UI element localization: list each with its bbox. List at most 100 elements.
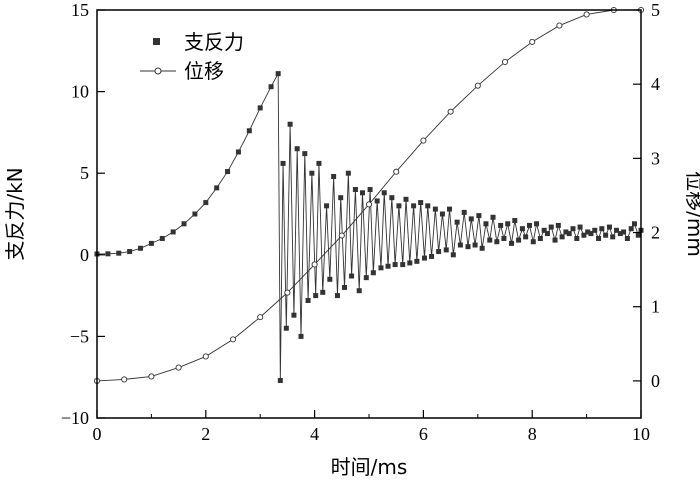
y-right-tick-label: 2 <box>651 223 660 243</box>
data-point-force <box>548 224 554 230</box>
data-point-displacement <box>257 314 264 321</box>
y-left-tick-label: 15 <box>71 0 89 20</box>
data-point-displacement <box>148 373 155 380</box>
x-axis-title: 时间/ms <box>331 455 408 479</box>
data-point-force <box>291 312 297 318</box>
data-point-force <box>342 284 348 290</box>
data-point-force <box>432 206 438 212</box>
data-point-force <box>414 258 420 264</box>
data-point-force <box>316 160 322 166</box>
data-point-force <box>617 231 623 237</box>
y-right-tick-label: 5 <box>651 0 660 20</box>
y-left-tick-label: −10 <box>61 408 89 428</box>
data-point-force <box>127 249 133 255</box>
data-point-force <box>472 242 478 248</box>
data-point-force <box>450 252 456 258</box>
data-point-force <box>534 221 540 227</box>
data-point-force <box>574 235 580 241</box>
data-point-force <box>214 185 220 191</box>
data-point-displacement <box>121 376 128 383</box>
data-point-displacement <box>529 38 536 45</box>
data-point-force <box>400 262 406 268</box>
data-point-force <box>277 377 283 383</box>
x-tick-label: 8 <box>528 424 537 444</box>
data-point-force <box>592 227 598 233</box>
data-point-force <box>305 297 311 303</box>
data-point-force <box>606 224 612 230</box>
data-point-force <box>490 214 496 220</box>
data-point-force <box>389 195 395 201</box>
data-point-displacement <box>202 353 209 360</box>
data-point-force <box>631 221 637 227</box>
data-point-force <box>192 211 198 217</box>
ticks-layer: 0 2 4 6 8 10 −10 −5 0 5 10 15 0 1 2 3 4 5 <box>61 0 660 444</box>
data-point-force <box>392 262 398 268</box>
data-point-force <box>313 293 319 299</box>
y-left-tick-label: 10 <box>71 82 89 102</box>
data-point-force <box>338 195 344 201</box>
data-point-force <box>570 226 576 232</box>
data-point-displacement <box>229 336 237 343</box>
data-point-force <box>302 151 308 157</box>
data-point-force <box>610 234 616 240</box>
data-point-force <box>555 222 561 228</box>
data-point-force <box>530 239 536 245</box>
data-point-force <box>621 229 627 235</box>
data-point-force <box>544 231 550 237</box>
data-point-force <box>519 226 525 232</box>
data-point-force <box>324 203 330 209</box>
data-point-force <box>603 232 609 238</box>
data-point-force <box>170 229 176 235</box>
data-point-displacement <box>393 168 400 175</box>
data-point-force <box>577 224 583 230</box>
data-point-force <box>468 216 474 222</box>
data-point-force <box>411 203 417 209</box>
data-point-force <box>465 244 471 250</box>
x-tick-label: 0 <box>93 424 102 444</box>
data-point-force <box>447 206 453 212</box>
data-point-displacement <box>338 232 345 239</box>
data-point-displacement <box>311 261 318 268</box>
data-point-force <box>501 235 507 241</box>
y-right-tick-label: 1 <box>651 297 660 317</box>
data-point-force <box>246 128 252 134</box>
x-tick-label: 10 <box>632 424 650 444</box>
data-point-force <box>429 253 435 259</box>
data-point-force <box>327 276 333 282</box>
data-point-force <box>374 198 380 204</box>
data-point-force <box>443 247 449 253</box>
data-point-force <box>235 149 241 155</box>
data-point-displacement <box>365 201 373 208</box>
data-point-force <box>425 203 431 209</box>
data-point-force <box>599 226 605 232</box>
data-point-displacement <box>447 108 454 115</box>
data-point-force <box>566 231 572 237</box>
data-point-force <box>275 71 281 77</box>
x-tick-label: 2 <box>201 424 210 444</box>
data-point-force <box>116 250 122 256</box>
data-point-force <box>596 235 602 241</box>
data-point-force <box>403 196 409 202</box>
data-point-force <box>370 270 376 276</box>
data-point-displacement <box>583 11 590 18</box>
data-point-force <box>138 245 144 251</box>
x-tick-label: 4 <box>310 424 319 444</box>
legend-label-displacement: 位移 <box>184 59 224 83</box>
data-point-displacement <box>284 289 291 296</box>
data-point-force <box>509 240 515 246</box>
data-point-force <box>287 121 293 127</box>
data-point-force <box>487 237 493 243</box>
y-right-tick-label: 3 <box>651 148 660 168</box>
data-point-force <box>331 173 337 179</box>
data-point-force <box>526 222 532 228</box>
data-point-force <box>385 263 391 269</box>
y-right-axis-title: 位移/mm <box>683 171 700 257</box>
data-point-force <box>494 239 500 245</box>
data-point-force <box>280 160 286 166</box>
data-point-force <box>381 190 387 196</box>
data-point-force <box>334 293 340 299</box>
data-point-force <box>421 255 427 261</box>
legend: 支反力 位移 <box>140 30 244 83</box>
